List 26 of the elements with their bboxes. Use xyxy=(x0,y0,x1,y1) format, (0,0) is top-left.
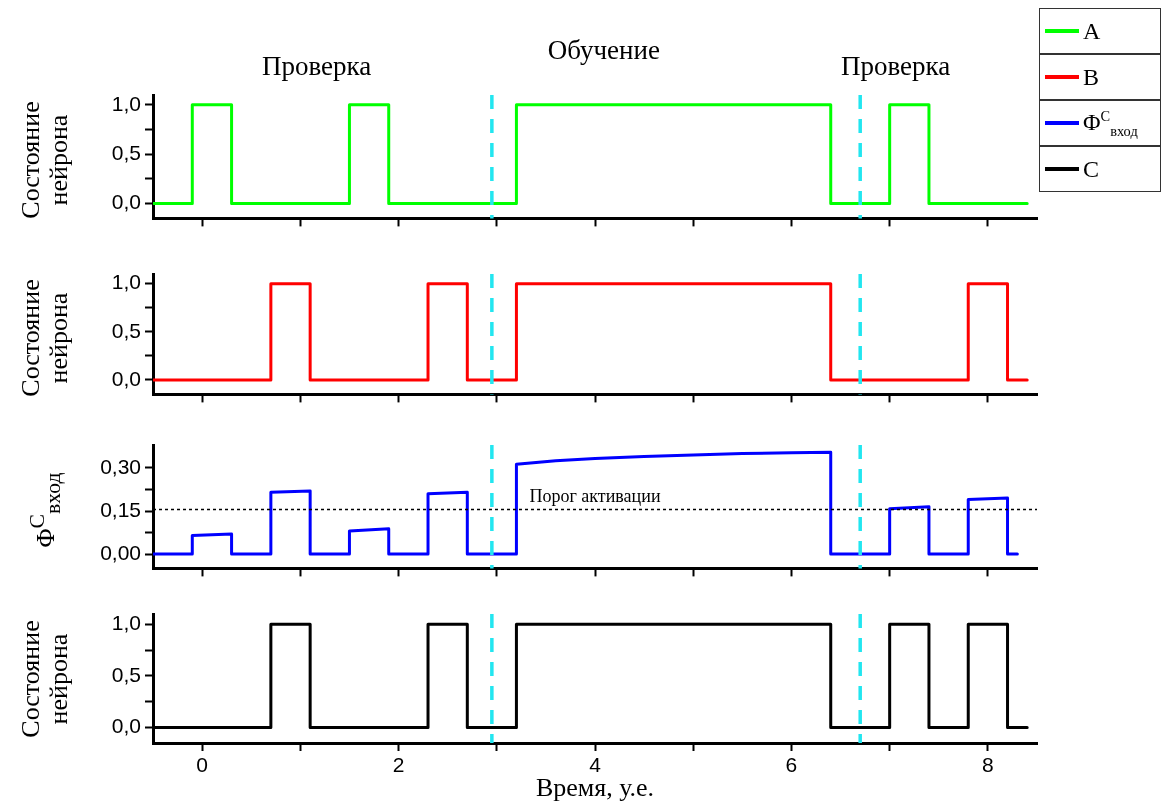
x-tick-label: 2 xyxy=(392,753,405,777)
legend-label: A xyxy=(1083,18,1101,44)
y-tick-label: 1,0 xyxy=(111,270,141,294)
y-tick-label: 1,0 xyxy=(111,611,141,635)
y-tick-label: 0,30 xyxy=(100,454,141,478)
y-tick-label: 0,5 xyxy=(111,141,141,165)
y-tick-label: 0,5 xyxy=(111,318,141,342)
legend-label: B xyxy=(1083,64,1100,90)
text: Проверка xyxy=(261,50,372,81)
y-axis-title: Состояние нейрона xyxy=(16,100,73,221)
text: Проверка xyxy=(840,50,951,81)
x-tick-label: 0 xyxy=(196,753,208,777)
y-tick-label: 0,0 xyxy=(111,366,141,390)
ref-line-label: Порог активации xyxy=(529,486,661,507)
x-tick-label: 6 xyxy=(785,753,798,777)
y-tick-label: 0,0 xyxy=(111,714,141,738)
y-tick-label: 0,0 xyxy=(111,190,141,214)
y-tick-label: 0,5 xyxy=(111,662,141,686)
text: Обучение xyxy=(547,34,660,65)
y-tick-label: 0,00 xyxy=(100,540,141,564)
y-axis-title: Состояние нейрона xyxy=(16,618,73,740)
y-axis-title: Состояние нейрона xyxy=(16,277,73,399)
y-tick-label: 1,0 xyxy=(111,91,141,115)
y-tick-label: 0,15 xyxy=(100,497,141,521)
legend-label: C xyxy=(1083,156,1100,182)
x-tick-label: 8 xyxy=(982,753,994,777)
